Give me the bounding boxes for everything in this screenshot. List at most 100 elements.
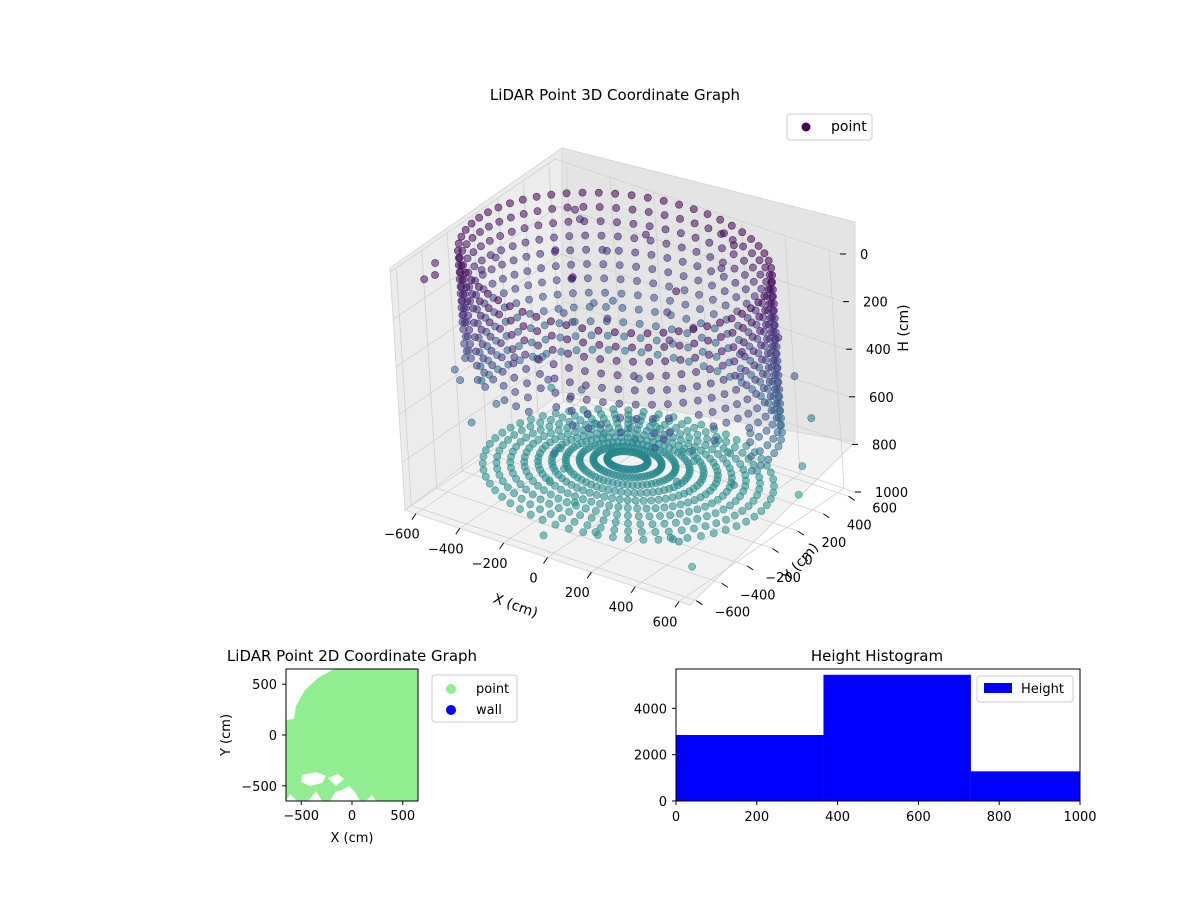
point-marker — [740, 352, 749, 361]
point-marker — [597, 369, 605, 378]
point-marker — [588, 345, 597, 354]
point-marker — [473, 375, 482, 384]
point-marker — [471, 347, 480, 356]
point-marker — [471, 333, 479, 341]
point-marker — [637, 528, 646, 536]
point-marker — [498, 274, 507, 283]
point-marker — [484, 208, 492, 217]
x-tick-label-3d: 0 — [529, 572, 537, 587]
point-marker — [494, 203, 503, 212]
point-marker — [764, 455, 773, 464]
point-marker — [690, 219, 699, 228]
histogram-ticks: 0 200 400 600 800 1000 0 2000 4000 — [634, 702, 1097, 825]
point-marker — [610, 328, 619, 337]
point-marker — [685, 357, 693, 366]
point-marker — [714, 450, 722, 458]
point-marker — [769, 434, 778, 443]
legend-3d: point — [786, 113, 873, 141]
point-marker — [468, 290, 477, 299]
point-marker — [652, 322, 660, 331]
point-marker — [684, 439, 693, 448]
point-marker — [611, 518, 620, 527]
point-marker — [551, 388, 560, 397]
point-marker — [496, 232, 505, 240]
point-marker — [463, 297, 472, 306]
point-marker — [597, 420, 605, 429]
point-marker — [708, 499, 716, 508]
point-marker — [766, 468, 775, 477]
point-marker — [583, 260, 591, 268]
point-marker — [587, 514, 596, 522]
point-marker — [536, 425, 545, 434]
point-marker — [555, 420, 563, 428]
point-marker — [479, 466, 488, 474]
point-marker — [481, 383, 490, 391]
x-tick-3d — [586, 571, 592, 579]
point-marker — [585, 302, 594, 311]
point-marker — [666, 511, 675, 519]
point-marker — [462, 283, 471, 291]
point-marker — [747, 318, 756, 327]
point-marker — [675, 200, 683, 209]
point-marker — [587, 497, 596, 506]
point-marker — [764, 285, 773, 294]
point-marker — [739, 338, 748, 347]
point-marker — [664, 414, 673, 423]
point-marker — [477, 325, 486, 334]
point-marker — [743, 395, 752, 404]
point-marker — [747, 304, 755, 313]
point-marker — [764, 256, 773, 265]
point-marker — [646, 236, 655, 245]
point-marker — [551, 520, 560, 529]
point-marker — [701, 441, 710, 450]
point-marker — [665, 428, 674, 437]
point-marker — [642, 488, 651, 497]
point-marker — [486, 332, 495, 341]
point-marker — [517, 494, 526, 503]
point-marker — [529, 429, 537, 438]
point-marker — [602, 303, 610, 311]
z-tick-label-3d: 0 — [860, 248, 868, 263]
point-marker — [476, 311, 485, 320]
point-marker — [699, 362, 708, 371]
point-marker — [675, 341, 684, 350]
point-marker — [584, 274, 592, 283]
point-marker — [522, 252, 531, 261]
point-marker — [539, 292, 547, 301]
point-marker — [706, 253, 715, 261]
point-marker — [763, 335, 771, 343]
point-marker — [489, 375, 498, 384]
point-marker — [568, 421, 577, 429]
point-marker — [603, 246, 611, 255]
point-marker — [731, 371, 740, 380]
point-marker — [454, 254, 463, 262]
x-tick-label-2d: −500 — [283, 809, 319, 824]
y-tick-3d — [797, 530, 805, 536]
point-marker — [548, 345, 557, 354]
point-marker — [719, 505, 728, 514]
point-marker — [522, 485, 530, 494]
x-tick-label-hist: 1000 — [1063, 810, 1096, 825]
point-marker — [770, 371, 778, 379]
point-marker — [719, 272, 728, 281]
point-marker — [756, 327, 765, 335]
point-marker — [579, 486, 587, 495]
point-marker — [564, 349, 572, 358]
point-marker — [523, 379, 531, 388]
point-marker — [584, 424, 593, 433]
point-marker — [536, 418, 545, 427]
point-marker — [566, 378, 574, 387]
point-marker — [720, 287, 729, 295]
x-tick-label-3d: −600 — [384, 528, 420, 543]
point-marker — [763, 441, 772, 450]
point-marker — [636, 334, 645, 342]
point-marker — [761, 412, 770, 421]
y-tick-label-3d: −400 — [740, 588, 776, 603]
point-marker — [540, 321, 549, 330]
point-marker — [431, 259, 439, 267]
point-marker — [660, 211, 669, 219]
point-marker — [579, 495, 587, 504]
point-marker — [522, 433, 531, 442]
point-marker — [677, 526, 686, 535]
point-marker — [688, 562, 696, 571]
